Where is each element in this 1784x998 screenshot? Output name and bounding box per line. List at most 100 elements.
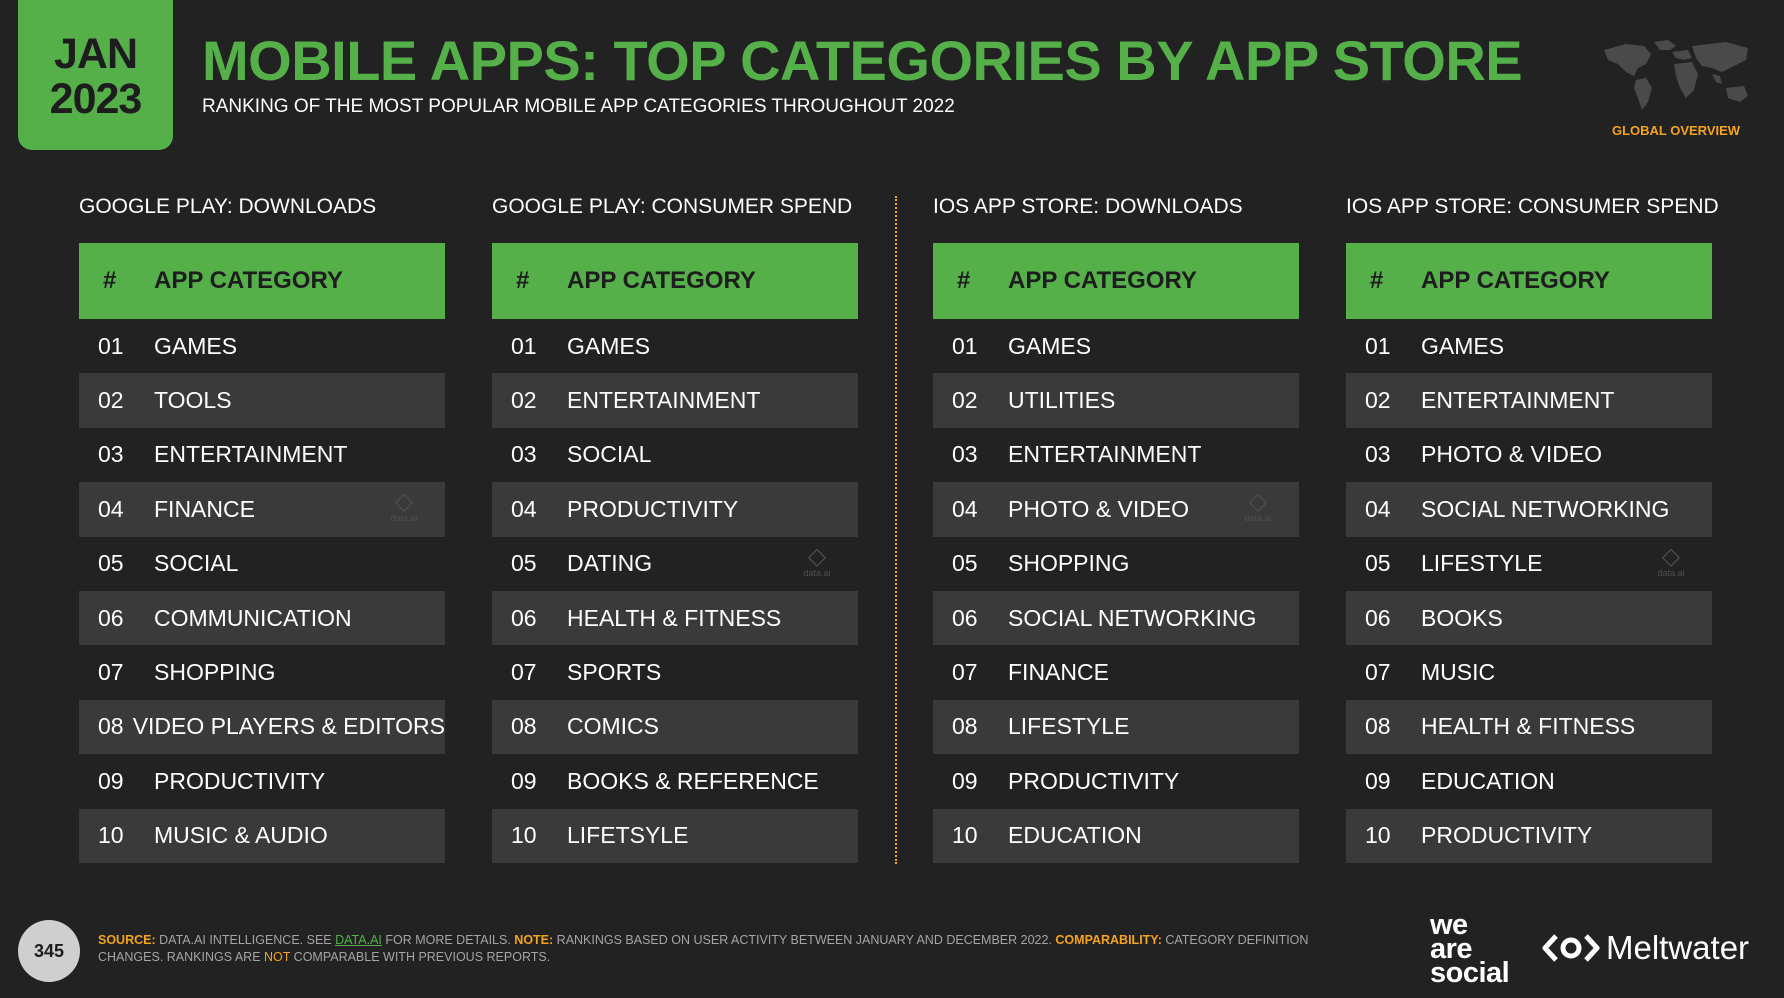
category: PHOTO & VIDEO	[1008, 495, 1190, 522]
table-row: 08 LIFESTYLE	[933, 699, 1299, 755]
table-row: 04 SOCIAL NETWORKING	[1346, 482, 1712, 537]
table-row: 05 SOCIAL	[79, 537, 445, 591]
category: VIDEO PLAYERS & EDITORS	[132, 713, 445, 740]
rank: 09	[1365, 767, 1391, 794]
meltwater-mark-icon	[1542, 934, 1600, 962]
rank: 07	[511, 659, 537, 686]
data-ai-watermark: ◇ data.ai	[797, 542, 837, 578]
table-header: # APP CATEGORY	[492, 243, 858, 319]
table-row: 10 MUSIC & AUDIO	[79, 808, 445, 863]
category: DATING	[567, 550, 653, 577]
column-heading: GOOGLE PLAY: CONSUMER SPEND	[492, 195, 853, 218]
diamond-icon: ◇	[1661, 542, 1681, 570]
table-row: 08 HEALTH & FITNESS	[1346, 699, 1712, 755]
page-title: MOBILE APPS: TOP CATEGORIES BY APP STORE	[202, 29, 1523, 92]
table-row: 08 VIDEO PLAYERS & EDITORS	[79, 699, 445, 755]
rank: 05	[952, 550, 978, 577]
category: SHOPPING	[1008, 550, 1130, 577]
category: PRODUCTIVITY	[1008, 767, 1180, 794]
rank: 08	[952, 713, 978, 740]
diamond-icon: ◇	[1248, 488, 1268, 516]
rank: 04	[1365, 495, 1391, 522]
category: FINANCE	[154, 495, 255, 522]
rank: 09	[98, 767, 124, 794]
rank: 08	[1365, 713, 1391, 740]
category: MUSIC & AUDIO	[154, 822, 328, 849]
header-category: APP CATEGORY	[567, 267, 756, 294]
table-row: 02 TOOLS	[79, 373, 445, 428]
logo-line: we	[1430, 909, 1468, 941]
category: PRODUCTIVITY	[1421, 822, 1593, 849]
category: EDUCATION	[1421, 767, 1555, 794]
header-category: APP CATEGORY	[154, 267, 343, 294]
comparability-text: CATEGORY DEFINITION CHANGES. RANKINGS AR…	[98, 933, 1309, 964]
table-row: 09 PRODUCTIVITY	[933, 754, 1299, 808]
table-row: 07 FINANCE	[933, 645, 1299, 699]
table-row: 06 BOOKS	[1346, 590, 1712, 646]
category: COMMUNICATION	[154, 604, 352, 631]
global-overview-label: GLOBAL OVERVIEW	[1611, 123, 1741, 138]
data-ai-watermark: ◇ data.ai	[1651, 542, 1691, 578]
watermark-text: data.ai	[390, 513, 418, 524]
rank: 06	[511, 604, 537, 631]
category: ENTERTAINMENT	[1421, 387, 1615, 414]
table-row: 03 PHOTO & VIDEO	[1346, 428, 1712, 482]
category: SHOPPING	[154, 659, 276, 686]
table-row: 05 SHOPPING	[933, 537, 1299, 591]
header-rank: #	[1370, 267, 1384, 294]
column-heading: IOS APP STORE: CONSUMER SPEND	[1346, 195, 1719, 218]
table-row: 05 LIFESTYLE ◇ data.ai	[1346, 537, 1712, 591]
diamond-icon: ◇	[807, 542, 827, 570]
category: COMICS	[567, 713, 659, 740]
meltwater-logo: Meltwater	[1542, 929, 1749, 967]
rank: 03	[511, 441, 537, 468]
source-text: DATA.AI INTELLIGENCE. SEE	[155, 933, 336, 947]
rank: 10	[1365, 822, 1391, 849]
header-rank: #	[516, 267, 530, 294]
category: ENTERTAINMENT	[154, 441, 348, 468]
source-link[interactable]: DATA.AI	[335, 933, 382, 947]
rank: 09	[952, 767, 978, 794]
table-row: 06 SOCIAL NETWORKING	[933, 590, 1299, 646]
rank: 08	[98, 713, 124, 740]
comparability-not: NOT	[264, 950, 291, 964]
category: FINANCE	[1008, 659, 1109, 686]
category: HEALTH & FITNESS	[1421, 713, 1636, 740]
rank: 09	[511, 767, 537, 794]
rank: 05	[511, 550, 537, 577]
table-row: 07 SPORTS	[492, 645, 858, 699]
category: LIFESTYLE	[1421, 550, 1543, 577]
watermark-text: data.ai	[1244, 513, 1272, 524]
table-row: 04 FINANCE ◇ data.ai	[79, 482, 445, 537]
table-row: 03 ENTERTAINMENT	[79, 428, 445, 482]
category: EDUCATION	[1008, 822, 1142, 849]
table-row: 07 SHOPPING	[79, 645, 445, 699]
note-text: RANKINGS BASED ON USER ACTIVITY BETWEEN …	[553, 933, 1056, 947]
table-row: 04 PRODUCTIVITY	[492, 482, 858, 537]
rank: 02	[511, 387, 537, 414]
table-row: 01 GAMES	[79, 319, 445, 373]
category: SOCIAL NETWORKING	[1008, 604, 1257, 631]
column-heading: IOS APP STORE: DOWNLOADS	[933, 195, 1243, 218]
table-row: 09 PRODUCTIVITY	[79, 754, 445, 808]
category: SOCIAL	[567, 441, 652, 468]
table-row: 05 DATING ◇ data.ai	[492, 537, 858, 591]
source-text-2: FOR MORE DETAILS.	[381, 933, 515, 947]
badge-year: 2023	[49, 75, 143, 123]
category: PHOTO & VIDEO	[1421, 441, 1603, 468]
category: ENTERTAINMENT	[1008, 441, 1202, 468]
rank: 02	[952, 387, 978, 414]
category: GAMES	[154, 332, 238, 359]
rank: 01	[511, 332, 537, 359]
table-row: 10 LIFETSYLE	[492, 808, 858, 863]
table-row: 08 COMICS	[492, 699, 858, 755]
category: SOCIAL NETWORKING	[1421, 495, 1670, 522]
rank: 04	[511, 495, 537, 522]
source-label: SOURCE:	[98, 933, 156, 947]
rank: 06	[1365, 604, 1391, 631]
we-are-social-logo: we are social	[1430, 909, 1510, 988]
table-row: 01 GAMES	[933, 319, 1299, 373]
rank: 10	[511, 822, 537, 849]
footer-notes: SOURCE: DATA.AI INTELLIGENCE. SEE DATA.A…	[98, 932, 1348, 966]
table-row: 02 ENTERTAINMENT	[492, 373, 858, 428]
